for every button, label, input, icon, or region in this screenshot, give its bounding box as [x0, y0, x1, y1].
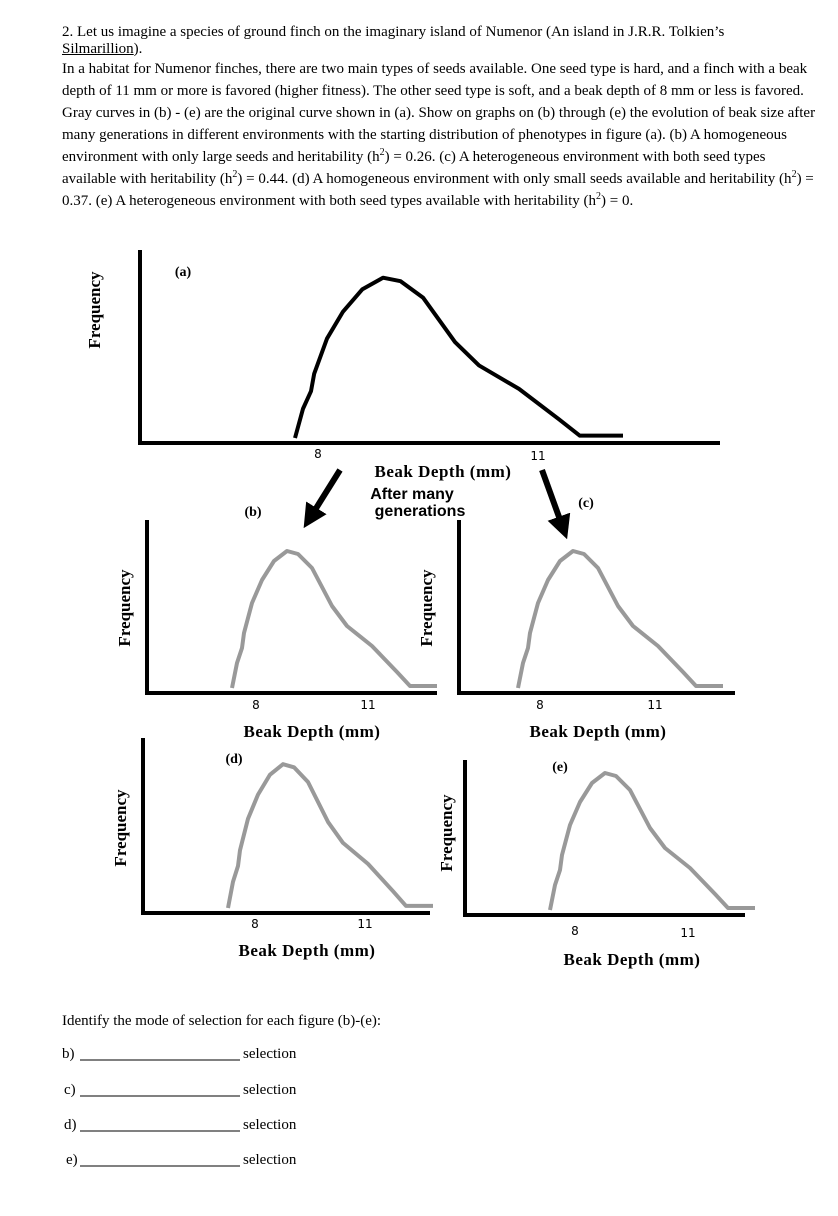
x-axis-label: Beak Depth (mm) — [564, 950, 701, 969]
y-axis-label: Frequency — [115, 569, 134, 647]
y-axis-label: Frequency — [417, 569, 436, 647]
x-tick-label: 8 — [252, 698, 260, 712]
figure-label: (e) — [552, 760, 568, 775]
x-tick-label: 11 — [530, 449, 545, 463]
x-tick-label: 8 — [314, 447, 322, 461]
x-tick-label: 8 — [536, 698, 544, 712]
question-body: In a habitat for Numenor finches, there … — [62, 58, 820, 212]
answer-suffix: selection — [243, 1046, 297, 1062]
body-text: ) = 0.37. (e) A heterogeneous environmen… — [62, 171, 814, 209]
y-axis-label: Frequency — [437, 794, 456, 872]
x-tick-label: 8 — [571, 924, 579, 938]
answer-label: c) — [64, 1082, 76, 1098]
axes — [145, 520, 437, 695]
axes — [457, 520, 735, 695]
prompt: Identify the mode of selection for each … — [62, 1013, 381, 1029]
distribution-curve — [548, 771, 755, 911]
body-text: In a habitat for Numenor finches, there … — [62, 61, 816, 165]
distribution-curve — [293, 275, 623, 439]
x-axis-label: Beak Depth (mm) — [530, 722, 667, 741]
arrow-caption: After many — [370, 486, 454, 503]
superscript: 2 — [791, 169, 797, 180]
y-axis-label: Frequency — [111, 789, 130, 867]
answer-suffix: selection — [243, 1082, 297, 1098]
figure-label: (a) — [175, 265, 192, 280]
figure-label: (c) — [578, 496, 594, 511]
body-text: ) = 0. — [601, 193, 634, 209]
question: 2. Let us imagine a species of ground fi… — [62, 24, 820, 212]
answer-label: d) — [64, 1117, 77, 1133]
answer-label: b) — [62, 1046, 75, 1062]
x-axis-label: Beak Depth (mm) — [244, 722, 381, 741]
y-axis-label: Frequency — [85, 271, 104, 349]
x-tick-label: 8 — [251, 917, 259, 931]
book-title: Silmarillion — [62, 41, 134, 57]
x-tick-label: 11 — [680, 926, 695, 940]
figure-label: (d) — [225, 752, 242, 767]
distribution-curve — [226, 762, 433, 909]
distribution-curve — [516, 549, 723, 689]
x-tick-label: 11 — [647, 698, 662, 712]
question-intro: 2. Let us imagine a species of ground fi… — [62, 24, 820, 58]
arrow-caption: generations — [375, 503, 466, 520]
arrow — [303, 468, 343, 529]
distribution-curve — [230, 549, 437, 689]
body-text: ) = 0.26. (c) A heterogeneous environmen… — [62, 149, 766, 187]
axes — [138, 250, 720, 445]
axes — [141, 738, 430, 915]
axes — [463, 760, 745, 917]
x-tick-label: 11 — [360, 698, 375, 712]
x-axis-label: Beak Depth (mm) — [375, 462, 512, 481]
x-axis-label: Beak Depth (mm) — [239, 941, 376, 960]
intro-text: 2. Let us imagine a species of ground fi… — [62, 24, 725, 40]
intro-end: ). — [133, 41, 143, 57]
answer-label: e) — [66, 1152, 78, 1168]
superscript: 2 — [596, 191, 602, 202]
superscript: 2 — [232, 169, 238, 180]
answer-suffix: selection — [243, 1152, 297, 1168]
x-tick-label: 11 — [357, 917, 372, 931]
body-text: ) = 0.44. (d) A homogeneous environment … — [237, 171, 792, 187]
superscript: 2 — [379, 147, 385, 158]
answer-suffix: selection — [243, 1117, 297, 1133]
figure-label: (b) — [244, 505, 261, 520]
arrow — [539, 468, 571, 540]
